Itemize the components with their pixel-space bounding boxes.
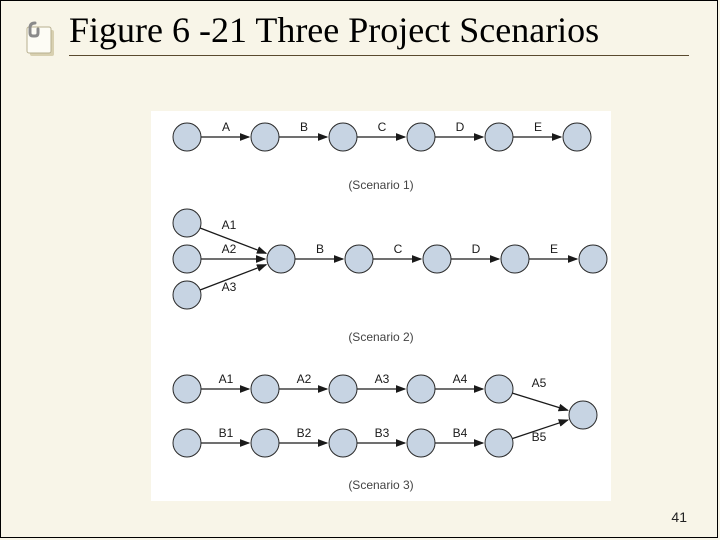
node bbox=[173, 375, 201, 403]
edge-label: C bbox=[394, 242, 403, 256]
node bbox=[485, 375, 513, 403]
edge-label: A1 bbox=[222, 218, 237, 232]
edge-label: B2 bbox=[297, 426, 312, 440]
node bbox=[251, 123, 279, 151]
node bbox=[173, 429, 201, 457]
edge-label: C bbox=[378, 120, 387, 134]
node bbox=[329, 375, 357, 403]
node bbox=[173, 245, 201, 273]
node bbox=[173, 281, 201, 309]
node bbox=[569, 401, 597, 429]
edge-label: A5 bbox=[532, 376, 547, 390]
node bbox=[407, 123, 435, 151]
edge-label: B bbox=[300, 120, 308, 134]
node bbox=[501, 245, 529, 273]
node bbox=[407, 375, 435, 403]
edge-label: A3 bbox=[375, 372, 390, 386]
edge-label: D bbox=[456, 120, 465, 134]
scenario-caption: (Scenario 3) bbox=[348, 478, 413, 492]
edge-label: E bbox=[534, 120, 542, 134]
edge-label: A1 bbox=[219, 372, 234, 386]
slide-frame: Figure 6 -21 Three Project Scenarios A B C… bbox=[0, 0, 718, 538]
network-diagram: A B C D E (Scenario 1) A1 A2 A3 B C D E (Scenario 2) A… bbox=[151, 111, 611, 501]
edge-label: A bbox=[222, 120, 230, 134]
edge-label: E bbox=[550, 242, 558, 256]
bullet-icon bbox=[23, 21, 61, 59]
edge-label: A4 bbox=[453, 372, 468, 386]
edge-label: B5 bbox=[532, 430, 547, 444]
node bbox=[485, 123, 513, 151]
node bbox=[251, 375, 279, 403]
node bbox=[329, 123, 357, 151]
node bbox=[267, 245, 295, 273]
node bbox=[423, 245, 451, 273]
node bbox=[173, 123, 201, 151]
edge-label: B3 bbox=[375, 426, 390, 440]
edge-label: B bbox=[316, 242, 324, 256]
node bbox=[345, 245, 373, 273]
edge-label: A2 bbox=[222, 242, 237, 256]
diagram-panel: A B C D E (Scenario 1) A1 A2 A3 B C D E (Scenario 2) A… bbox=[151, 111, 611, 501]
edge bbox=[512, 393, 567, 410]
edge-label: D bbox=[472, 242, 481, 256]
node bbox=[173, 209, 201, 237]
node bbox=[407, 429, 435, 457]
node bbox=[329, 429, 357, 457]
slide-title: Figure 6 -21 Three Project Scenarios bbox=[69, 9, 689, 56]
edge-label: B4 bbox=[453, 426, 468, 440]
edge-label: A3 bbox=[222, 280, 237, 294]
node bbox=[251, 429, 279, 457]
node bbox=[485, 429, 513, 457]
edge-label: A2 bbox=[297, 372, 312, 386]
node bbox=[563, 123, 591, 151]
node bbox=[579, 245, 607, 273]
scenario-caption: (Scenario 1) bbox=[348, 178, 413, 192]
edge-label: B1 bbox=[219, 426, 234, 440]
scenario-caption: (Scenario 2) bbox=[348, 330, 413, 344]
page-number: 41 bbox=[671, 509, 687, 525]
